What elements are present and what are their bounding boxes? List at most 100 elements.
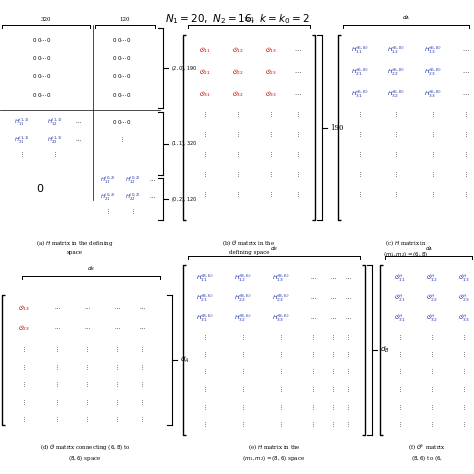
Text: $\vdots$: $\vdots$ [84,399,90,407]
Text: $\mathcal{O}_{21}^\dagger$: $\mathcal{O}_{21}^\dagger$ [394,292,406,304]
Text: $(8,6)$ space: $(8,6)$ space [68,454,102,463]
Text: defining space: defining space [229,250,269,255]
Text: $\mathcal{O}_{22}$: $\mathcal{O}_{22}$ [232,67,244,77]
Text: $\vdots$: $\vdots$ [346,351,350,359]
Text: $\vdots$: $\vdots$ [115,381,119,389]
Text: $\vdots$: $\vdots$ [236,131,240,139]
Text: $\vdots$: $\vdots$ [21,416,27,424]
Text: $\vdots$: $\vdots$ [115,399,119,407]
Text: $\cdots$: $\cdots$ [329,295,337,301]
Text: $\mathcal{O}_{23}^\dagger$: $\mathcal{O}_{23}^\dagger$ [458,292,470,304]
Text: $d_A$: $d_A$ [402,13,410,22]
Text: $\mathcal{O}_{33}$: $\mathcal{O}_{33}$ [265,89,277,99]
Text: $\vdots$: $\vdots$ [139,416,145,424]
Text: $\vdots$: $\vdots$ [202,171,208,179]
Text: 190: 190 [330,124,344,131]
Text: $\vdots$: $\vdots$ [21,364,27,372]
Text: $\vdots$: $\vdots$ [202,191,208,199]
Text: $\vdots$: $\vdots$ [202,334,208,342]
Text: $\vdots$: $\vdots$ [330,386,336,394]
Text: $\vdots$: $\vdots$ [430,131,436,139]
Text: $H_{11}^{(8,6)}$: $H_{11}^{(8,6)}$ [196,272,214,284]
Text: $H_{12}^{(6,8)}$: $H_{12}^{(6,8)}$ [387,44,405,56]
Text: $\vdots$: $\vdots$ [429,386,435,394]
Text: $d_A$: $d_A$ [425,244,432,253]
Text: $\vdots$: $\vdots$ [464,151,468,159]
Text: $\mathcal{O}_{31}$: $\mathcal{O}_{31}$ [199,89,211,99]
Text: 120: 120 [120,17,130,22]
Text: $\vdots$: $\vdots$ [295,171,301,179]
Text: $\cdots$: $\cdots$ [294,47,302,53]
Text: $H_{23}^{(8,6)}$: $H_{23}^{(8,6)}$ [272,292,290,304]
Text: $\vdots$: $\vdots$ [462,404,466,412]
Text: $(m_1,m_2) = (8,6)$ space: $(m_1,m_2) = (8,6)$ space [242,454,306,463]
Text: $\vdots$: $\vdots$ [464,111,468,119]
Text: $\vdots$: $\vdots$ [398,404,402,412]
Text: $\vdots$: $\vdots$ [236,151,240,159]
Text: $\vdots$: $\vdots$ [393,151,399,159]
Text: $\mathcal{O}_{21}$: $\mathcal{O}_{21}$ [199,67,211,77]
Text: $\vdots$: $\vdots$ [268,131,273,139]
Text: $\vdots$: $\vdots$ [398,368,402,376]
Text: $H_{22}^{(8,6)}$: $H_{22}^{(8,6)}$ [234,292,252,304]
Text: $\vdots$: $\vdots$ [430,111,436,119]
Text: $\vdots$: $\vdots$ [462,368,466,376]
Text: $\vdots$: $\vdots$ [268,191,273,199]
Text: $\vdots$: $\vdots$ [429,421,435,429]
Text: $d_B$: $d_B$ [380,345,390,355]
Text: $\vdots$: $\vdots$ [357,191,363,199]
Text: $H_{21}^{(6,8)}$: $H_{21}^{(6,8)}$ [351,66,369,78]
Text: $N_1 = 20,\ N_2 = 16,\ k = k_0 = 2$: $N_1 = 20,\ N_2 = 16,\ k = k_0 = 2$ [165,12,309,26]
Text: $\vdots$: $\vdots$ [295,151,301,159]
Text: $\vdots$: $\vdots$ [346,368,350,376]
Text: $\vdots$: $\vdots$ [240,386,246,394]
Text: $\vdots$: $\vdots$ [55,381,60,389]
Text: $\vdots$: $\vdots$ [55,416,60,424]
Text: $\cdots$: $\cdots$ [148,194,155,200]
Text: $\mathcal{O}_{22}^\dagger$: $\mathcal{O}_{22}^\dagger$ [426,292,438,304]
Text: $\cdots$: $\cdots$ [462,91,470,97]
Text: $\vdots$: $\vdots$ [55,399,60,407]
Text: $\mathcal{O}_{32}$: $\mathcal{O}_{32}$ [232,89,244,99]
Text: $\vdots$: $\vdots$ [84,381,90,389]
Text: $\vdots$: $\vdots$ [139,364,145,372]
Text: $\mathcal{O}_{33}^\dagger$: $\mathcal{O}_{33}^\dagger$ [458,312,470,324]
Text: $\vdots$: $\vdots$ [295,191,301,199]
Text: $\vdots$: $\vdots$ [139,399,145,407]
Text: $H_{21}^{(0,2)}$: $H_{21}^{(0,2)}$ [100,191,116,203]
Text: $\vdots$: $\vdots$ [330,421,336,429]
Text: $0\ 0 \cdots 0$: $0\ 0 \cdots 0$ [112,91,132,99]
Text: $(1,1), 320$: $(1,1), 320$ [171,139,197,148]
Text: 320: 320 [41,17,51,22]
Text: $H_{22}^{(6,8)}$: $H_{22}^{(6,8)}$ [387,66,405,78]
Text: $\vdots$: $\vdots$ [429,334,435,342]
Text: $\cdots$: $\cdots$ [462,47,470,53]
Text: $\vdots$: $\vdots$ [202,404,208,412]
Text: $\vdots$: $\vdots$ [346,404,350,412]
Text: $0\ 0 \cdots 0$: $0\ 0 \cdots 0$ [112,36,132,44]
Text: $\vdots$: $\vdots$ [106,208,110,216]
Text: $\mathcal{O}_{32}^\dagger$: $\mathcal{O}_{32}^\dagger$ [426,312,438,324]
Text: $\vdots$: $\vdots$ [55,364,60,372]
Text: $H_{13}^{(8,6)}$: $H_{13}^{(8,6)}$ [272,272,290,284]
Text: $\vdots$: $\vdots$ [393,111,399,119]
Text: $\vdots$: $\vdots$ [53,151,57,159]
Text: $\vdots$: $\vdots$ [330,334,336,342]
Text: $\vdots$: $\vdots$ [240,404,246,412]
Text: $0\ 0 \cdots 0$: $0\ 0 \cdots 0$ [112,72,132,80]
Text: $(m_1,m_2)=(6,8)$: $(m_1,m_2)=(6,8)$ [383,250,428,259]
Text: $\vdots$: $\vdots$ [330,404,336,412]
Text: $\vdots$: $\vdots$ [202,351,208,359]
Text: $\vdots$: $\vdots$ [202,151,208,159]
Text: $\vdots$: $\vdots$ [139,381,145,389]
Text: $d_B$: $d_B$ [87,264,95,273]
Text: $\vdots$: $\vdots$ [462,334,466,342]
Text: $\cdots$: $\cdots$ [345,275,351,281]
Text: $H_{12}^{(1,1)}$: $H_{12}^{(1,1)}$ [47,116,63,128]
Text: $\cdots$: $\cdots$ [462,70,470,74]
Text: $\vdots$: $\vdots$ [84,364,90,372]
Text: $H_{33}^{(8,6)}$: $H_{33}^{(8,6)}$ [272,312,290,324]
Text: $0\ 0 \cdots 0$: $0\ 0 \cdots 0$ [112,118,132,126]
Text: space: space [67,250,83,255]
Text: $\vdots$: $\vdots$ [398,334,402,342]
